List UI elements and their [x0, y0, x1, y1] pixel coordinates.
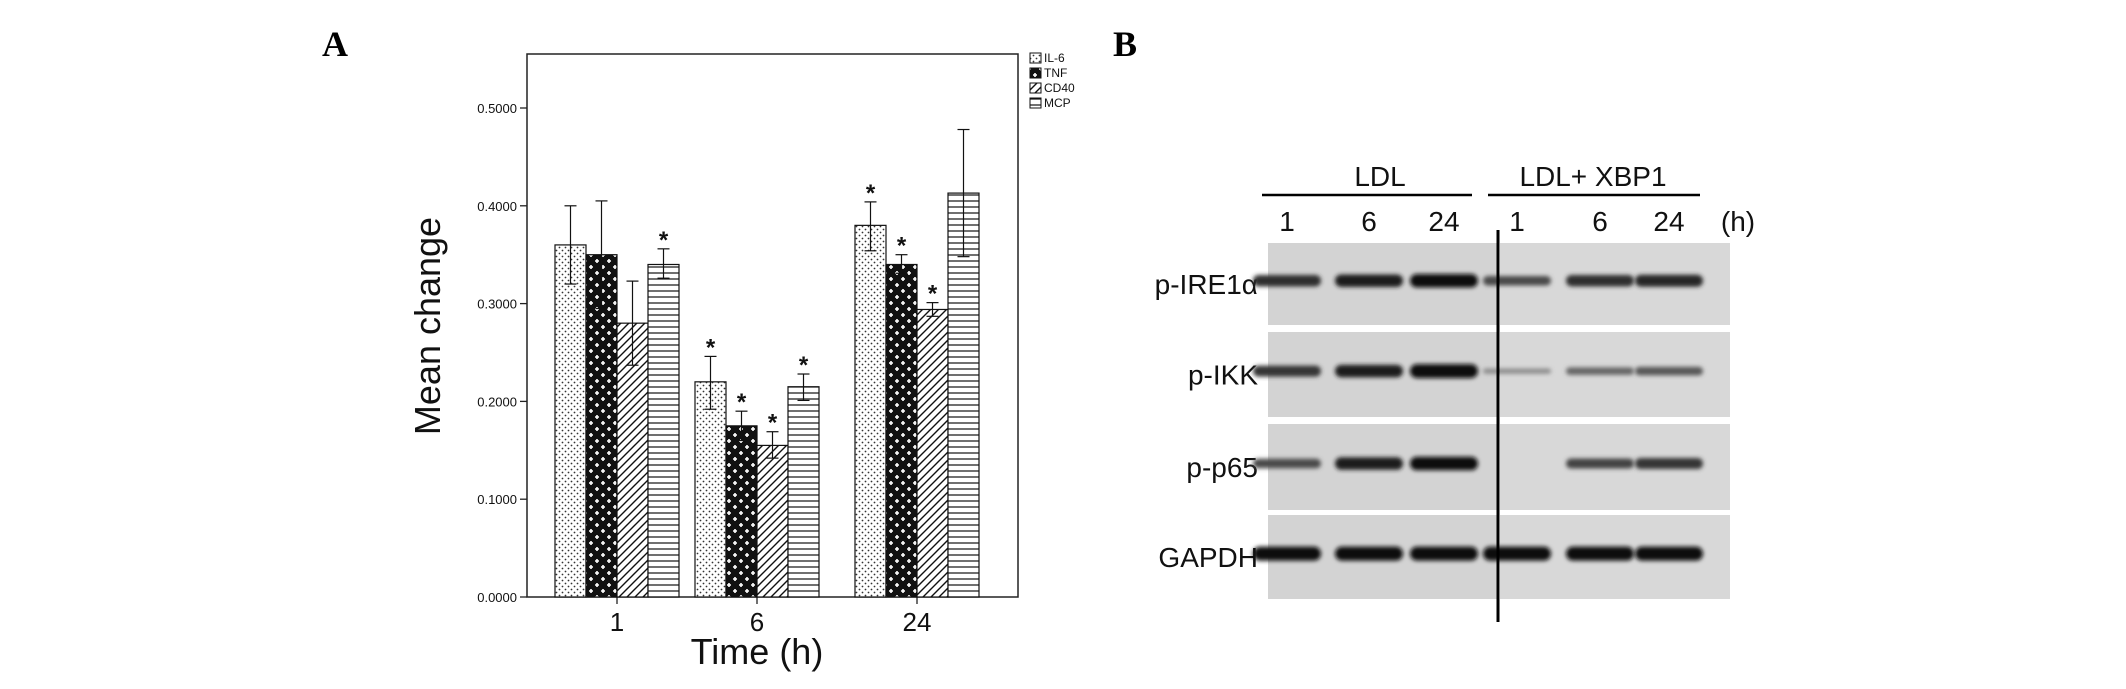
blot-band — [1566, 546, 1634, 561]
significance-star: * — [897, 233, 907, 260]
bar-mcp-6 — [787, 386, 820, 598]
blot-band — [1335, 274, 1403, 287]
group-label-ldl: LDL — [1354, 161, 1405, 192]
bar-mcp-24 — [947, 192, 980, 598]
y-axis-ticks: 0.0000 0.1000 0.2000 0.3000 0.4000 0.5000 — [477, 101, 527, 605]
blot-row-label: p-IRE1α — [1155, 269, 1258, 300]
blot-band — [1335, 457, 1403, 470]
bar-tnf-6 — [725, 425, 758, 598]
y-tick-label: 0.4000 — [477, 199, 517, 214]
bar-il-6-6 — [694, 381, 727, 598]
time-labels: 1 6 24 1 6 24 — [1279, 206, 1684, 237]
blot-band — [1253, 458, 1321, 469]
x-tick-label: 24 — [903, 607, 932, 637]
blot-row-label: GAPDH — [1158, 542, 1258, 573]
significance-markers: * * * * * * * * — [659, 180, 938, 437]
blot-band — [1635, 458, 1703, 470]
significance-star: * — [866, 180, 876, 207]
bar-mcp-1 — [647, 263, 680, 598]
significance-star: * — [737, 389, 747, 416]
time-label: 6 — [1592, 206, 1608, 237]
blot-band — [1410, 364, 1478, 379]
bar-tnf-24 — [885, 263, 918, 598]
x-axis-ticks: 1 6 24 — [610, 597, 932, 637]
blot-row: p-p65 — [1186, 424, 1730, 510]
blot-band — [1635, 546, 1703, 561]
legend-label-tnf: TNF — [1044, 66, 1067, 80]
legend-swatch-il-6 — [1029, 52, 1042, 64]
legend-swatch-tnf — [1029, 67, 1042, 79]
blot-band — [1253, 274, 1321, 287]
blot-band — [1566, 274, 1634, 287]
y-tick-label: 0.1000 — [477, 492, 517, 507]
western-blot: LDL LDL+ XBP1 1 6 24 1 6 24 (h) p-IRE1αp-IKKp… — [1155, 161, 1755, 622]
bars — [554, 192, 980, 598]
significance-star: * — [928, 281, 938, 308]
x-tick-label: 6 — [750, 607, 764, 637]
blot-band — [1335, 364, 1403, 378]
time-label: 1 — [1279, 206, 1295, 237]
time-label: 24 — [1653, 206, 1684, 237]
time-label: 1 — [1509, 206, 1525, 237]
blot-row-label: p-IKK — [1188, 360, 1258, 391]
significance-star: * — [768, 410, 778, 437]
group-label-ldl-xbp1: LDL+ XBP1 — [1519, 161, 1666, 192]
blot-band — [1335, 546, 1403, 561]
error-bars — [564, 128, 970, 459]
blot-row-label: p-p65 — [1186, 452, 1258, 483]
legend-label-il-6: IL-6 — [1044, 51, 1065, 65]
time-label: 24 — [1428, 206, 1459, 237]
y-tick-label: 0.2000 — [477, 394, 517, 409]
blot-band — [1253, 365, 1321, 377]
bar-il-6-24 — [854, 224, 887, 598]
x-tick-label: 1 — [610, 607, 624, 637]
blot-band — [1483, 275, 1551, 286]
time-unit-label: (h) — [1721, 206, 1755, 237]
blot-row: p-IRE1α — [1155, 243, 1730, 325]
blot-band — [1253, 546, 1321, 561]
blot-band — [1483, 546, 1551, 561]
bar-cd40-24 — [916, 308, 949, 598]
significance-star: * — [706, 334, 716, 361]
time-label: 6 — [1361, 206, 1377, 237]
blot-band — [1566, 367, 1634, 375]
bar-cd40-6 — [756, 444, 789, 598]
legend-swatch-cd40 — [1029, 82, 1042, 94]
panel-label-b: B — [1113, 24, 1137, 64]
legend-label-mcp: MCP — [1044, 96, 1071, 110]
blot-strips: p-IRE1α p-IKK p-p65 GAPDH — [1155, 243, 1730, 599]
y-axis-label: Mean change — [407, 217, 448, 435]
blot-band — [1566, 458, 1634, 469]
blot-row: GAPDH — [1158, 515, 1730, 599]
significance-star: * — [799, 352, 809, 379]
blot-band — [1410, 456, 1478, 471]
legend-label-cd40: CD40 — [1044, 81, 1075, 95]
blot-band — [1635, 366, 1703, 376]
blot-row: p-IKK — [1188, 332, 1730, 417]
y-tick-label: 0.5000 — [477, 101, 517, 116]
blot-band — [1483, 368, 1551, 374]
bar-il-6-1 — [554, 244, 587, 598]
y-tick-label: 0.3000 — [477, 297, 517, 312]
y-tick-label: 0.0000 — [477, 590, 517, 605]
blot-band — [1410, 546, 1478, 561]
legend-swatch-mcp — [1029, 97, 1042, 109]
blot-band — [1410, 273, 1478, 288]
blot-band — [1635, 274, 1703, 287]
x-axis-label: Time (h) — [691, 631, 824, 672]
panel-label-a: A — [322, 24, 348, 64]
significance-star: * — [659, 227, 669, 254]
